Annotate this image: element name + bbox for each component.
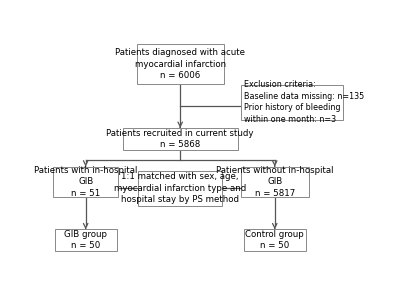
FancyBboxPatch shape [53, 166, 118, 197]
FancyBboxPatch shape [241, 85, 343, 120]
Text: 1:1 matched with sex, age,
myocardial infarction type and
hospital stay by PS me: 1:1 matched with sex, age, myocardial in… [114, 173, 246, 204]
FancyBboxPatch shape [241, 166, 309, 197]
Text: Control group
n = 50: Control group n = 50 [245, 230, 304, 250]
Text: Exclusion criteria:
Baseline data missing: n=135
Prior history of bleeding
withi: Exclusion criteria: Baseline data missin… [244, 81, 364, 124]
Text: Patients without in-hospital
GIB
n = 5817: Patients without in-hospital GIB n = 581… [216, 166, 334, 198]
Text: Patients with in-hospital
GIB
n = 51: Patients with in-hospital GIB n = 51 [34, 166, 137, 198]
Text: Patients recruited in current study
n = 5868: Patients recruited in current study n = … [106, 129, 254, 149]
FancyBboxPatch shape [138, 171, 222, 206]
Text: GIB group
n = 50: GIB group n = 50 [64, 230, 107, 250]
FancyBboxPatch shape [123, 128, 238, 150]
FancyBboxPatch shape [244, 229, 306, 251]
Text: Patients diagnosed with acute
myocardial infarction
n = 6006: Patients diagnosed with acute myocardial… [115, 48, 245, 80]
FancyBboxPatch shape [55, 229, 117, 251]
FancyBboxPatch shape [137, 45, 224, 84]
